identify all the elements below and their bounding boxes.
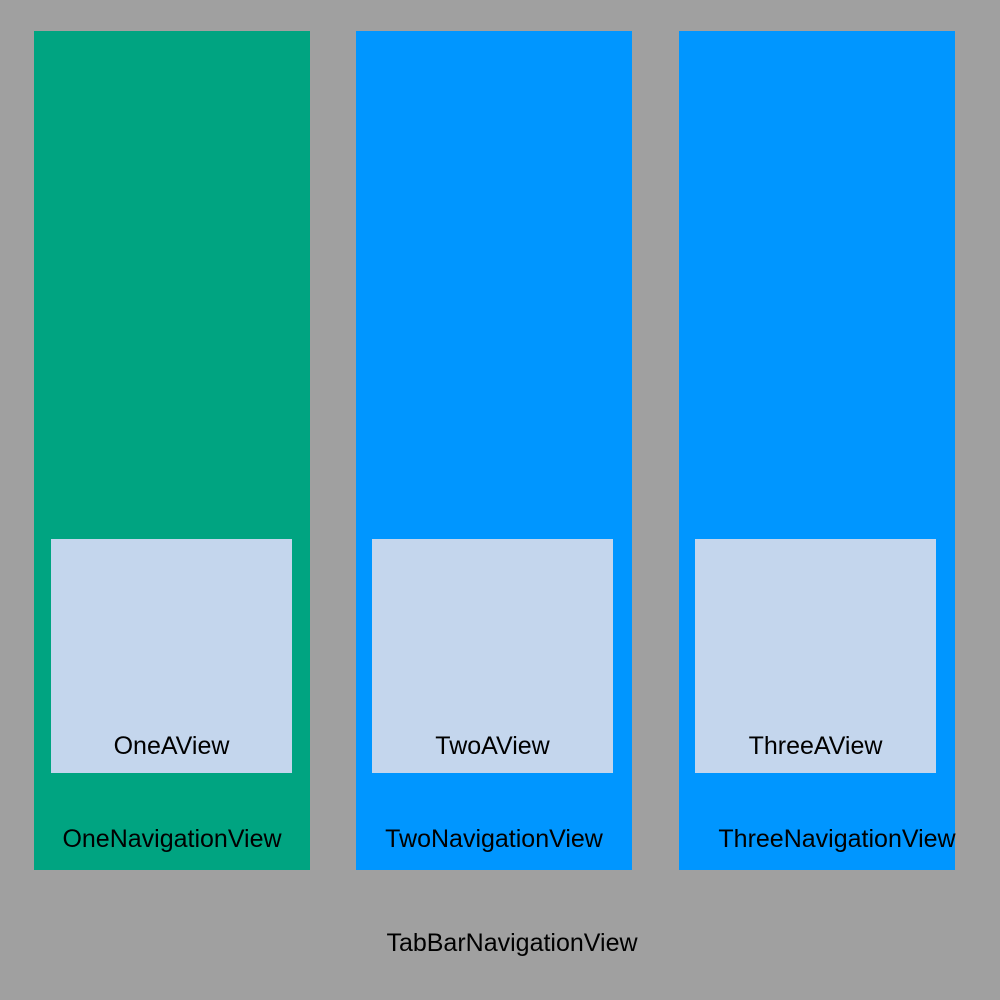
three-a-view: ThreeAView — [695, 539, 936, 773]
one-a-view-label: OneAView — [113, 732, 230, 760]
three-a-view-label: ThreeAView — [748, 732, 883, 760]
one-navigation-view: OneAView OneNavigationView — [34, 31, 310, 870]
two-a-view: TwoAView — [372, 539, 613, 773]
two-navigation-view-label: TwoNavigationView — [385, 825, 603, 853]
one-navigation-view-label: OneNavigationView — [62, 825, 282, 853]
two-navigation-view: TwoAView TwoNavigationView — [356, 31, 632, 870]
one-a-view: OneAView — [51, 539, 292, 773]
three-navigation-view-label: ThreeNavigationView — [718, 825, 956, 853]
three-navigation-view: ThreeAView ThreeNavigationView — [679, 31, 956, 870]
two-a-view-label: TwoAView — [435, 732, 550, 760]
tab-bar-navigation-view-label: TabBarNavigationView — [386, 929, 638, 957]
